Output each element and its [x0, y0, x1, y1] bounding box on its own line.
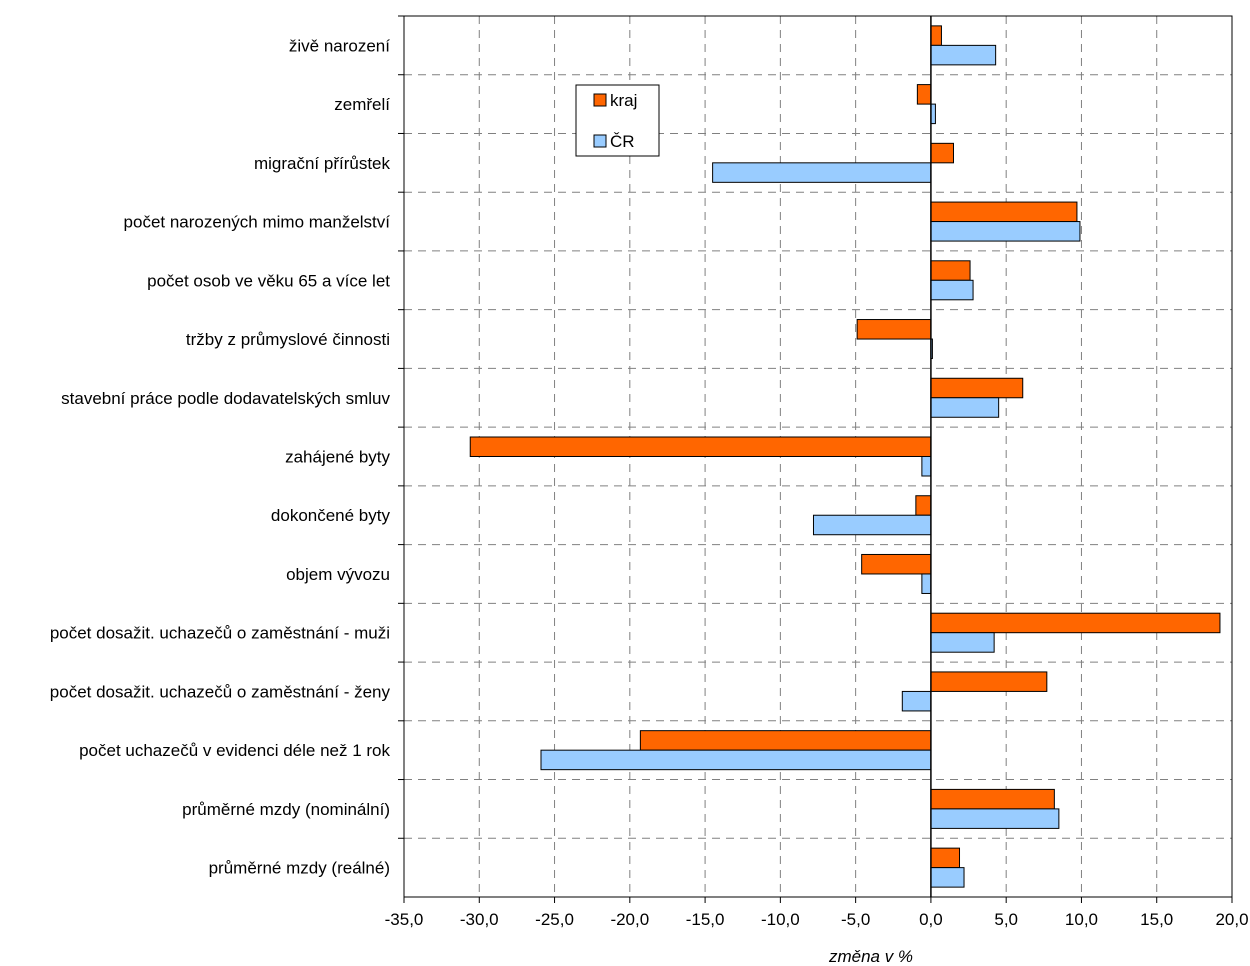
bar-cr [930, 808, 1060, 829]
bar-cr [930, 44, 997, 66]
bar-cr [930, 397, 1000, 418]
plot-area-border [403, 15, 1233, 898]
category-labels: živě narození zemřelí migrační přírůstek po… [50, 36, 391, 877]
bar-kraj [639, 730, 932, 751]
bar-kraj [930, 260, 971, 281]
bar-cr [921, 573, 932, 594]
bar-kraj [916, 84, 932, 105]
bar-kraj [930, 142, 954, 164]
x-tick-label: -30,0 [460, 910, 499, 929]
bar-cr [812, 514, 932, 536]
bar-kraj [861, 553, 932, 575]
category-label: průměrné mzdy (nominální) [182, 800, 390, 819]
axes [398, 15, 1233, 903]
bar-kraj [469, 436, 932, 457]
x-tick-label: 15,0 [1140, 910, 1173, 929]
category-label: stavební práce podle dodavatelských smlu… [61, 389, 390, 408]
bar-kraj [930, 201, 1078, 223]
category-label: průměrné mzdy (reálné) [209, 859, 390, 878]
bar-cr [930, 632, 995, 653]
x-tick-label: -10,0 [761, 910, 800, 929]
bar-kraj [930, 788, 1055, 810]
category-label: objem vývozu [286, 565, 390, 584]
x-tick-label: 0,0 [919, 910, 943, 929]
legend-swatch-cr [593, 134, 607, 148]
bar-kraj [930, 612, 1221, 634]
x-axis-title: změna v % [828, 947, 913, 966]
category-label: zemřelí [334, 95, 390, 114]
x-tick-label: -20,0 [610, 910, 649, 929]
legend-box [575, 84, 660, 157]
x-tick-label: -35,0 [385, 910, 424, 929]
category-label: dokončené byty [271, 506, 391, 525]
category-label: zahájené byty [285, 448, 390, 467]
category-label: počet narozených mimo manželství [124, 213, 391, 232]
bar-cr [901, 690, 932, 712]
legend-label-kraj: kraj [610, 91, 637, 110]
category-label: tržby z průmyslové činnosti [186, 330, 390, 349]
category-label: migrační přírůstek [254, 154, 391, 173]
category-label: počet dosažit. uchazečů o zaměstnání - m… [50, 624, 390, 643]
bar-cr [930, 279, 974, 301]
bar-cr [712, 162, 932, 183]
x-tick-label: 20,0 [1215, 910, 1248, 929]
x-tick-label: -15,0 [686, 910, 725, 929]
bar-cr [930, 867, 965, 888]
bar-kraj [856, 319, 932, 340]
x-tick-label: -25,0 [535, 910, 574, 929]
x-tick-label: 5,0 [994, 910, 1018, 929]
tick-labels: -35,0 -30,0 -25,0 -20,0 -15,0 -10,0 -5,0 0,0 5,0… [385, 910, 1249, 929]
bar-cr [930, 221, 1081, 242]
category-label: počet uchazečů v evidenci déle než 1 rok [79, 741, 390, 760]
bar-kraj [930, 377, 1024, 399]
bar-cr [921, 456, 932, 477]
x-tick-label: -5,0 [841, 910, 870, 929]
legend: kraj ČR [575, 84, 660, 157]
bar-kraj [930, 847, 961, 869]
category-label: počet osob ve věku 65 a více let [147, 271, 390, 290]
bar-kraj [930, 671, 1048, 692]
category-label: počet dosažit. uchazečů o zaměstnání - ž… [50, 682, 391, 701]
legend-label-cr: ČR [610, 132, 635, 151]
bar-cr [540, 749, 932, 771]
x-tick-label: 10,0 [1065, 910, 1098, 929]
bars [469, 25, 1221, 888]
bar-kraj [915, 495, 932, 516]
bar-kraj [930, 25, 942, 46]
legend-swatch-kraj [593, 93, 607, 107]
category-label: živě narození [289, 36, 390, 55]
